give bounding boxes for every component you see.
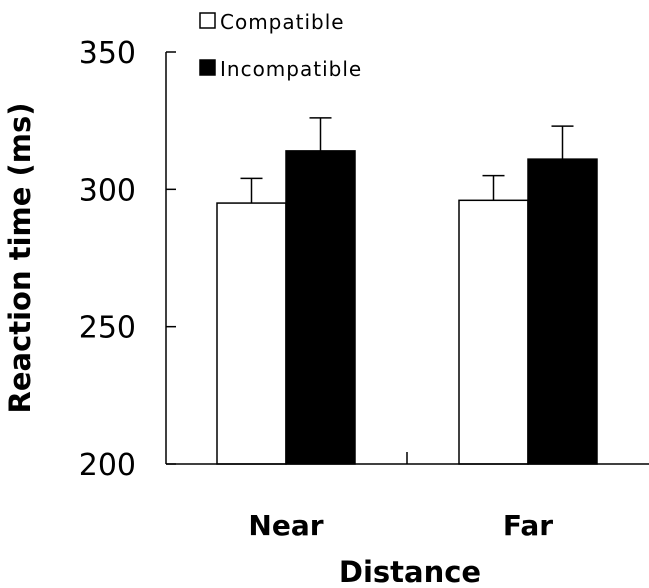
- y-axis-title: Reaction time (ms): [3, 103, 37, 414]
- legend-swatch-incompatible: [199, 59, 216, 76]
- bar-near-incompatible: [285, 150, 356, 465]
- bar-near-compatible: [216, 202, 287, 465]
- legend-swatch-compatible: [199, 12, 216, 29]
- legend-label-incompatible: Incompatible: [220, 57, 362, 81]
- legend-label-compatible: Compatible: [220, 10, 345, 34]
- y-tick-label: 250: [79, 311, 136, 346]
- error-bars: [240, 117, 574, 204]
- x-axis-tick-labels: Near Far: [248, 509, 553, 542]
- y-tick-label: 350: [79, 36, 136, 71]
- bar-far-incompatible: [527, 158, 598, 465]
- y-tick-label: 200: [79, 448, 136, 483]
- x-axis-title: Distance: [339, 555, 481, 588]
- legend: Compatible Incompatible: [199, 10, 362, 81]
- bar-far-compatible: [458, 199, 529, 465]
- x-tick-label-far: Far: [503, 509, 553, 542]
- y-axis-ticks: 200 250 300 350: [79, 36, 176, 483]
- y-tick-label: 300: [79, 173, 136, 208]
- x-tick-label-near: Near: [248, 509, 323, 542]
- bars: [216, 150, 598, 465]
